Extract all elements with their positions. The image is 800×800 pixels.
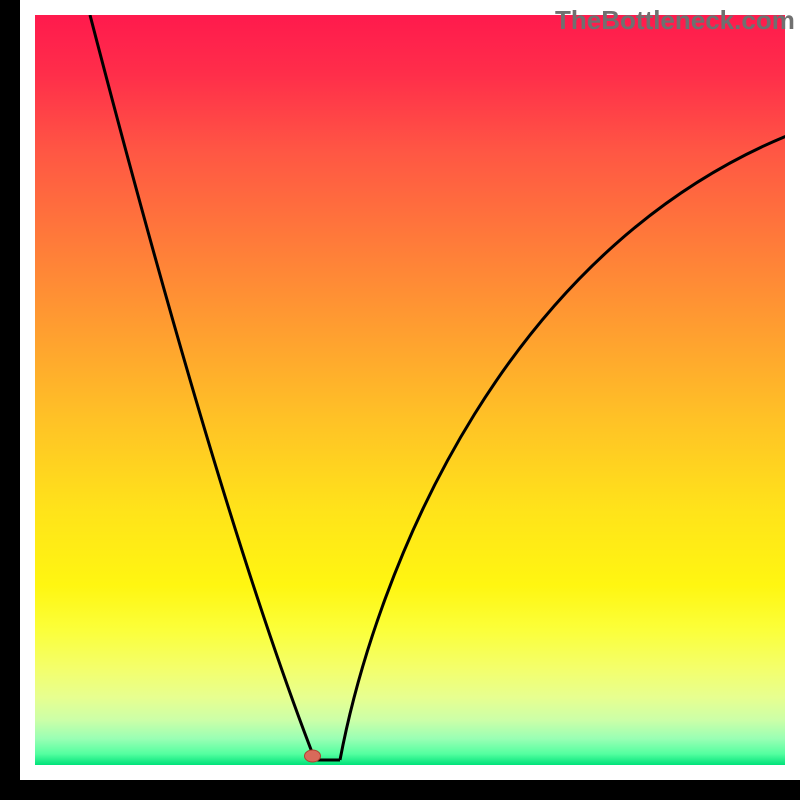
gradient-background <box>35 15 785 765</box>
plot-area <box>35 15 785 765</box>
watermark: TheBottleneck.com <box>555 5 795 36</box>
curve-right <box>340 125 785 760</box>
chart-canvas: TheBottleneck.com <box>0 0 800 800</box>
minimum-marker <box>305 750 321 762</box>
curve-left <box>90 15 315 760</box>
plot-svg <box>35 15 785 765</box>
